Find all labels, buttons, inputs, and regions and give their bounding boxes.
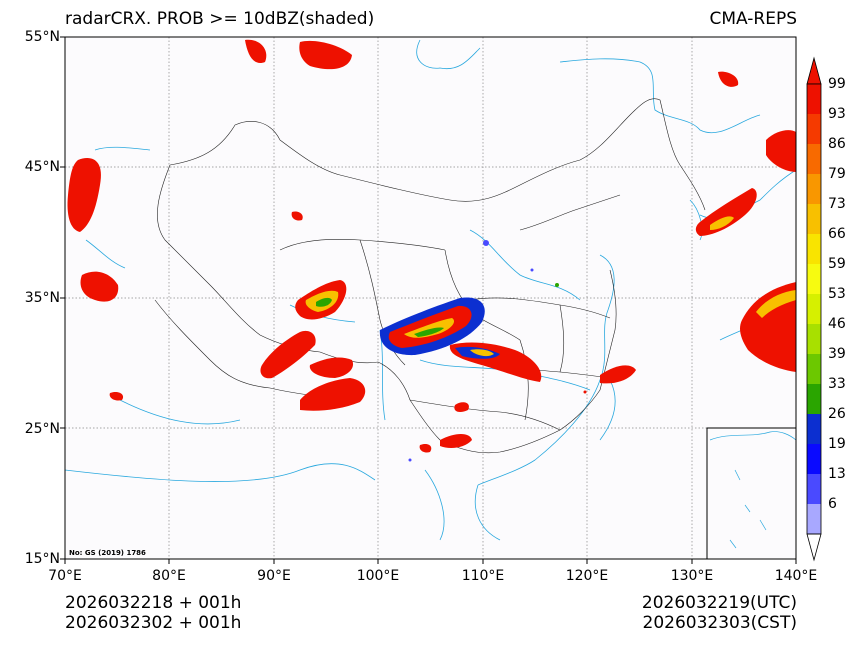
colorbar-segment [807, 474, 821, 504]
inset-box [706, 427, 797, 560]
gridlines [65, 37, 796, 559]
colorbar-segment [807, 174, 821, 204]
colorbar-label: 6 [828, 496, 837, 512]
axis-ticks [60, 36, 797, 564]
lon-label-80: 80°E [152, 568, 186, 584]
lat-label-45: 45°N [24, 159, 60, 175]
map-approval-note: No: GS (2019) 1786 [69, 549, 146, 557]
colorbar-label: 53 [828, 286, 846, 302]
valid-utc: 2026032219(UTC) [641, 593, 797, 613]
colorbar-label: 86 [828, 136, 846, 152]
model-name: CMA-REPS [709, 9, 797, 29]
lon-label-100: 100°E [356, 568, 400, 584]
colorbar-segment [807, 84, 821, 114]
lat-label-25: 25°N [24, 421, 60, 437]
colorbar-label: 39 [828, 346, 846, 362]
valid-time-block: 2026032219(UTC) 2026032303(CST) [642, 593, 797, 633]
lon-label-90: 90°E [257, 568, 291, 584]
probability-shading [67, 39, 796, 462]
colorbar-label: 66 [828, 226, 846, 242]
lon-label-70: 70°E [48, 568, 82, 584]
colorbar-segment [807, 444, 821, 474]
colorbar-segment [807, 384, 821, 414]
colorbar-label: 46 [828, 316, 846, 332]
lon-label-140: 140°E [774, 568, 818, 584]
init-cst: 2026032302 + 001h [65, 613, 242, 633]
colorbar [806, 56, 822, 562]
colorbar-label: 73 [828, 196, 846, 212]
lon-label-130: 130°E [670, 568, 714, 584]
lon-label-120: 120°E [565, 568, 609, 584]
colorbar-label: 13 [828, 466, 846, 482]
colorbar-segment [807, 504, 821, 534]
lat-label-55: 55°N [24, 29, 60, 45]
colorbar-label: 99 [828, 76, 846, 92]
colorbar-segment [807, 204, 821, 234]
colorbar-segment [807, 354, 821, 384]
coastlines [64, 39, 797, 541]
colorbar-segment [807, 324, 821, 354]
colorbar-max-arrow [806, 56, 822, 85]
colorbar-segment [807, 414, 821, 444]
colorbar-outline [806, 83, 822, 535]
colorbar-label: 93 [828, 106, 846, 122]
init-time-block: 2026032218 + 001h 2026032302 + 001h [65, 593, 241, 633]
lat-label-35: 35°N [24, 290, 60, 306]
colorbar-label: 33 [828, 376, 846, 392]
colorbar-segment [807, 144, 821, 174]
colorbar-segment [807, 264, 821, 294]
valid-cst: 2026032303(CST) [642, 613, 797, 633]
colorbar-min-arrow [806, 533, 822, 562]
colorbar-label: 26 [828, 406, 846, 422]
init-utc: 2026032218 + 001h [65, 593, 242, 613]
lat-label-15: 15°N [24, 551, 60, 567]
colorbar-segment [807, 234, 821, 264]
colorbar-segment [807, 114, 821, 144]
colorbar-label: 19 [828, 436, 846, 452]
colorbar-label: 79 [828, 166, 846, 182]
colorbar-segment [807, 294, 821, 324]
lon-label-110: 110°E [461, 568, 505, 584]
colorbar-label: 59 [828, 256, 846, 272]
map-title: radarCRX. PROB >= 10dBZ(shaded) [65, 9, 375, 29]
